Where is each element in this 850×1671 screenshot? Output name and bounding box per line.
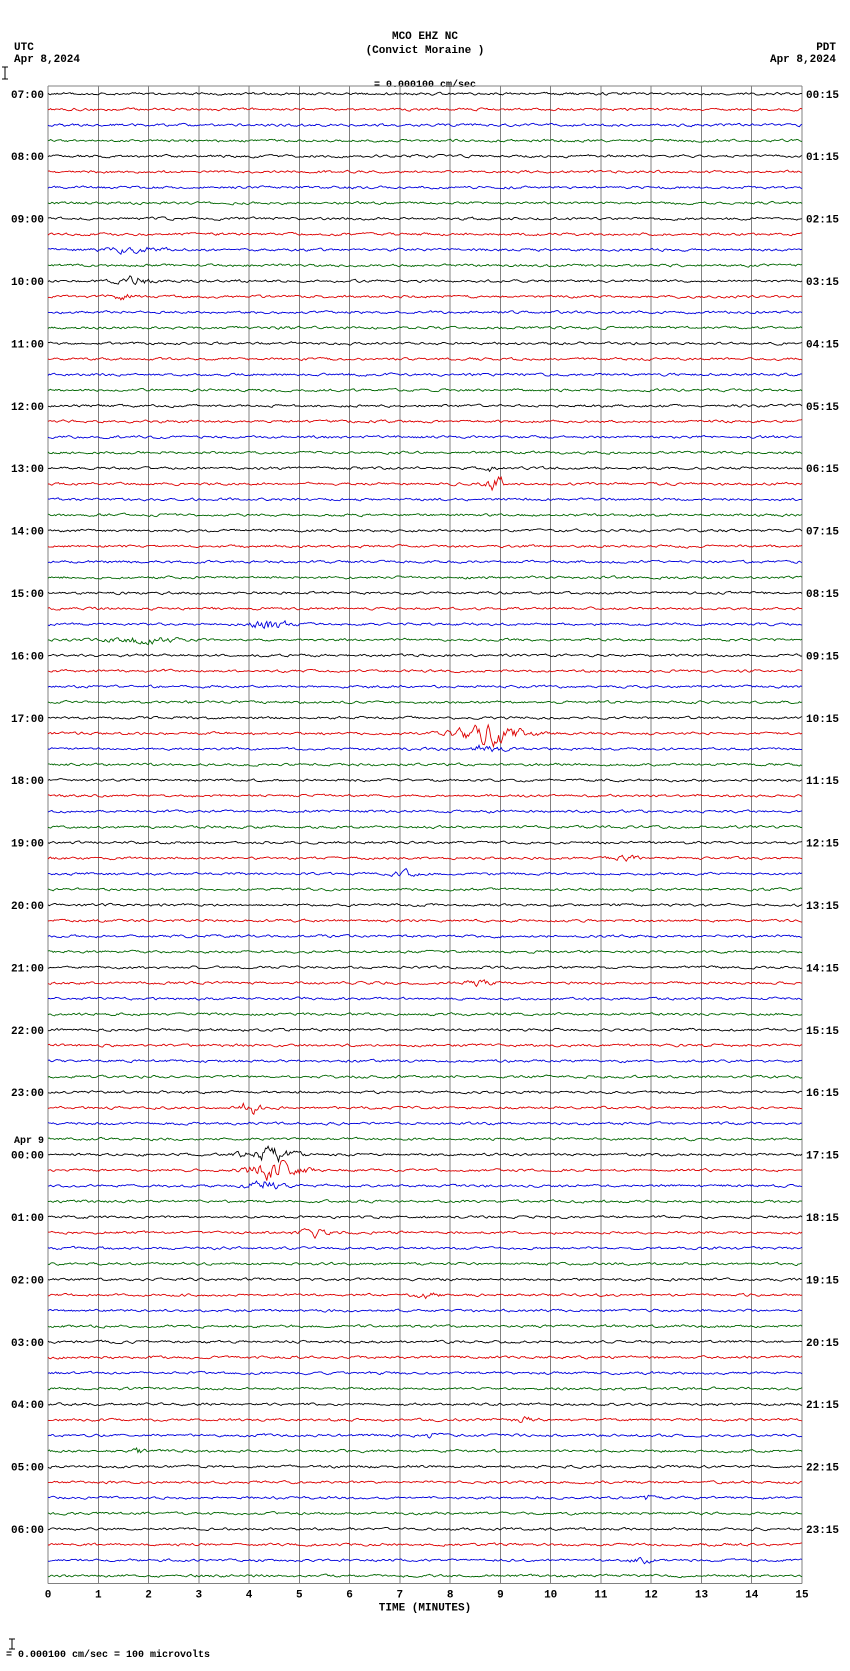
svg-text:3: 3 xyxy=(195,1590,202,1602)
svg-text:04:00: 04:00 xyxy=(11,1400,44,1412)
svg-text:21:15: 21:15 xyxy=(806,1400,839,1412)
svg-text:6: 6 xyxy=(346,1590,353,1602)
chart-footer: = 0.000100 cm/sec = 100 microvolts xyxy=(0,1620,850,1671)
svg-text:10:15: 10:15 xyxy=(806,714,839,726)
svg-text:01:15: 01:15 xyxy=(806,152,839,164)
svg-text:06:00: 06:00 xyxy=(11,1525,44,1537)
svg-text:03:15: 03:15 xyxy=(806,277,839,289)
svg-text:03:00: 03:00 xyxy=(11,1338,44,1350)
svg-text:13:15: 13:15 xyxy=(806,901,839,913)
svg-text:02:15: 02:15 xyxy=(806,215,839,227)
svg-text:05:15: 05:15 xyxy=(806,402,839,414)
scale-bar-icon xyxy=(0,66,10,80)
svg-text:20:00: 20:00 xyxy=(11,901,44,913)
svg-text:15:15: 15:15 xyxy=(806,1026,839,1038)
svg-text:07:00: 07:00 xyxy=(11,90,44,102)
svg-text:8: 8 xyxy=(447,1590,454,1602)
svg-text:14: 14 xyxy=(745,1590,759,1602)
svg-text:04:15: 04:15 xyxy=(806,339,839,351)
seismogram-plot: 0123456789101112131415TIME (MINUTES)07:0… xyxy=(0,80,850,1620)
svg-text:01:00: 01:00 xyxy=(11,1213,44,1225)
svg-text:15:00: 15:00 xyxy=(11,589,44,601)
svg-text:23:15: 23:15 xyxy=(806,1525,839,1537)
svg-text:19:00: 19:00 xyxy=(11,839,44,851)
svg-text:02:00: 02:00 xyxy=(11,1275,44,1287)
svg-text:13: 13 xyxy=(695,1590,709,1602)
svg-text:09:00: 09:00 xyxy=(11,215,44,227)
svg-text:21:00: 21:00 xyxy=(11,963,44,975)
svg-text:2: 2 xyxy=(145,1590,152,1602)
svg-text:06:15: 06:15 xyxy=(806,464,839,476)
svg-text:18:15: 18:15 xyxy=(806,1213,839,1225)
svg-text:16:00: 16:00 xyxy=(11,651,44,663)
svg-text:12:15: 12:15 xyxy=(806,839,839,851)
svg-text:05:00: 05:00 xyxy=(11,1463,44,1475)
svg-text:0: 0 xyxy=(45,1590,52,1602)
svg-text:07:15: 07:15 xyxy=(806,527,839,539)
svg-text:15: 15 xyxy=(795,1590,809,1602)
svg-text:12:00: 12:00 xyxy=(11,402,44,414)
svg-text:1: 1 xyxy=(95,1590,102,1602)
svg-text:00:00: 00:00 xyxy=(11,1151,44,1163)
svg-text:18:00: 18:00 xyxy=(11,776,44,788)
header-title: MCO EHZ NC (Convict Moraine ) xyxy=(0,30,850,58)
svg-text:09:15: 09:15 xyxy=(806,651,839,663)
svg-text:13:00: 13:00 xyxy=(11,464,44,476)
svg-text:22:15: 22:15 xyxy=(806,1463,839,1475)
svg-text:23:00: 23:00 xyxy=(11,1088,44,1100)
svg-text:22:00: 22:00 xyxy=(11,1026,44,1038)
svg-text:12: 12 xyxy=(645,1590,658,1602)
svg-text:5: 5 xyxy=(296,1590,303,1602)
svg-text:11: 11 xyxy=(594,1590,608,1602)
seismogram-svg: 0123456789101112131415TIME (MINUTES)07:0… xyxy=(0,80,850,1620)
chart-header: UTC Apr 8,2024 PDT Apr 8,2024 MCO EHZ NC… xyxy=(0,0,850,80)
svg-text:9: 9 xyxy=(497,1590,504,1602)
svg-text:17:00: 17:00 xyxy=(11,714,44,726)
svg-text:11:00: 11:00 xyxy=(11,339,44,351)
svg-text:7: 7 xyxy=(397,1590,404,1602)
svg-text:10: 10 xyxy=(544,1590,557,1602)
svg-text:17:15: 17:15 xyxy=(806,1151,839,1163)
svg-text:16:15: 16:15 xyxy=(806,1088,839,1100)
svg-text:14:00: 14:00 xyxy=(11,527,44,539)
station-name: (Convict Moraine ) xyxy=(366,45,485,57)
svg-text:00:15: 00:15 xyxy=(806,90,839,102)
svg-text:Apr 9: Apr 9 xyxy=(14,1136,44,1147)
footer-text: = 0.000100 cm/sec = 100 microvolts xyxy=(6,1650,210,1661)
station-code: MCO EHZ NC xyxy=(392,31,458,43)
svg-text:19:15: 19:15 xyxy=(806,1275,839,1287)
svg-text:14:15: 14:15 xyxy=(806,963,839,975)
svg-text:08:15: 08:15 xyxy=(806,589,839,601)
footer-scale-bar-icon xyxy=(6,1638,18,1650)
svg-text:11:15: 11:15 xyxy=(806,776,839,788)
svg-text:08:00: 08:00 xyxy=(11,152,44,164)
svg-text:4: 4 xyxy=(246,1590,253,1602)
svg-text:10:00: 10:00 xyxy=(11,277,44,289)
svg-text:20:15: 20:15 xyxy=(806,1338,839,1350)
